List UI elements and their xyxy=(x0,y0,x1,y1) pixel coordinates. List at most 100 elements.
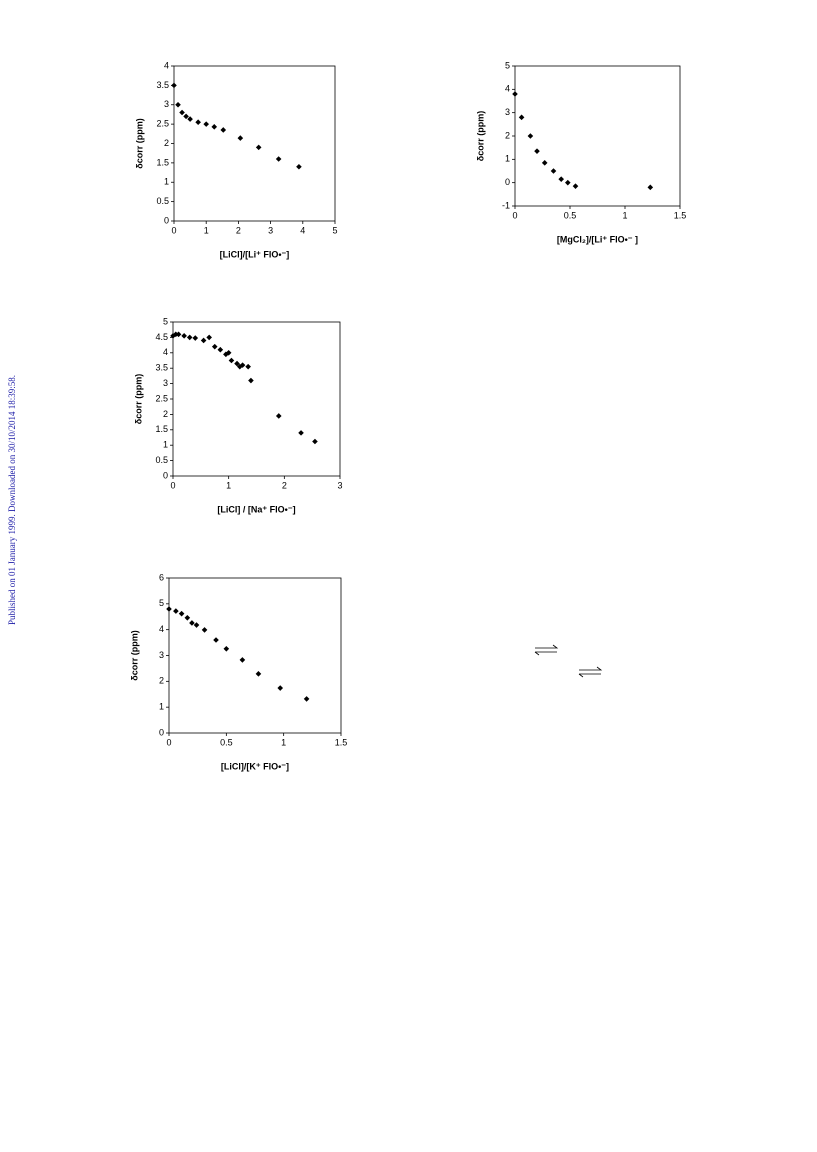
data-point xyxy=(195,119,201,125)
data-point xyxy=(184,614,191,621)
y-tick-label: 1.5 xyxy=(156,157,169,167)
y-tick-label: 4 xyxy=(159,624,164,634)
y-tick-label: 1 xyxy=(163,440,168,450)
x-tick-label: 1.5 xyxy=(674,210,687,220)
y-tick-label: 1.5 xyxy=(155,424,168,434)
x-tick-label: 3 xyxy=(268,225,273,235)
x-tick-label: 0 xyxy=(171,225,176,235)
y-axis-label: δcorr (ppm) xyxy=(129,630,139,680)
data-point xyxy=(179,109,185,116)
data-point xyxy=(239,362,246,368)
y-tick-label: 5 xyxy=(163,316,168,326)
data-point xyxy=(296,163,302,170)
y-axis-label: δcorr (ppm) xyxy=(133,374,143,424)
x-axis-label: [MgCl₂]/[Li⁺ FlO•⁻ ] xyxy=(557,234,638,244)
y-tick-label: 3 xyxy=(505,107,510,117)
y-tick-label: 4 xyxy=(164,60,169,70)
data-point xyxy=(248,377,254,384)
data-point xyxy=(647,184,654,191)
x-tick-label: 2 xyxy=(236,225,241,235)
y-tick-label: 5 xyxy=(159,598,164,608)
data-point xyxy=(245,363,251,370)
x-tick-label: 1 xyxy=(226,480,231,490)
y-tick-label: 3.5 xyxy=(155,363,168,373)
x-axis-label: [LiCl] / [Na⁺ FlO•⁻] xyxy=(217,504,295,514)
data-point xyxy=(512,91,518,97)
data-point xyxy=(277,685,284,691)
x-tick-label: 0 xyxy=(512,210,517,220)
data-point xyxy=(200,337,207,344)
x-tick-label: 0 xyxy=(170,480,175,490)
data-point xyxy=(518,114,525,121)
data-point xyxy=(217,346,224,353)
y-tick-label: 2.5 xyxy=(155,393,168,403)
y-tick-label: 3 xyxy=(159,650,164,660)
data-point xyxy=(234,360,240,367)
y-tick-label: 5 xyxy=(505,60,510,70)
data-point xyxy=(312,438,318,445)
y-tick-label: 2 xyxy=(163,409,168,419)
x-tick-label: 1 xyxy=(281,737,286,747)
data-point xyxy=(173,608,179,614)
data-point xyxy=(225,350,232,356)
data-point xyxy=(534,148,540,154)
y-tick-label: 0 xyxy=(505,177,510,187)
y-tick-label: 0.5 xyxy=(156,196,169,206)
data-point xyxy=(201,627,208,633)
data-point xyxy=(171,82,177,89)
data-point xyxy=(565,179,571,186)
x-tick-label: 1.5 xyxy=(335,737,348,747)
data-point xyxy=(239,657,246,663)
x-tick-label: 5 xyxy=(332,225,337,235)
data-point xyxy=(303,696,310,702)
y-tick-label: 2 xyxy=(164,138,169,148)
y-tick-label: 3 xyxy=(163,378,168,388)
x-tick-label: 0.5 xyxy=(564,210,577,220)
chart: 0 0.5 1 1.5 2 2.5 3 3.5 4 4.5 5 0 1 2 3 [LiCl] / [Na⁺ F… xyxy=(133,316,342,514)
x-axis-label: [LiCl]/[K⁺ FlO•⁻] xyxy=(221,761,289,771)
data-point xyxy=(187,116,193,122)
data-point xyxy=(186,334,193,341)
data-point xyxy=(203,121,209,127)
x-tick-label: 0.5 xyxy=(220,737,233,747)
y-tick-label: 0 xyxy=(159,727,164,737)
data-point xyxy=(541,160,548,166)
y-tick-label: 1 xyxy=(164,177,169,187)
y-tick-label: 4.5 xyxy=(155,332,168,342)
data-point xyxy=(237,363,243,370)
chart: 0 0.5 1 1.5 2 2.5 3 3.5 4 0 1 2 3 4 5 [LiCl]/[Li⁺ FlO•⁻… xyxy=(134,60,337,259)
data-point xyxy=(183,113,189,120)
x-tick-label: 3 xyxy=(337,480,342,490)
data-point xyxy=(211,124,218,130)
y-tick-label: 2 xyxy=(159,676,164,686)
data-point xyxy=(298,430,304,436)
equilibrium-arrow xyxy=(534,644,559,656)
side-note: Published on 01 January 1999. Downloaded… xyxy=(7,375,17,625)
y-tick-label: 0 xyxy=(164,215,169,225)
x-tick-label: 0 xyxy=(166,737,171,747)
data-point xyxy=(228,357,235,364)
y-tick-label: 3 xyxy=(164,99,169,109)
data-point xyxy=(255,671,262,677)
data-point xyxy=(175,101,181,108)
y-tick-label: 1 xyxy=(505,154,510,164)
y-axis-label: δcorr (ppm) xyxy=(475,111,485,161)
data-point xyxy=(166,606,172,612)
y-axis-label: δcorr (ppm) xyxy=(134,118,144,168)
data-point xyxy=(175,331,182,338)
data-point xyxy=(181,333,187,339)
data-point xyxy=(255,144,262,151)
data-point xyxy=(193,622,200,628)
y-tick-label: 1 xyxy=(159,702,164,712)
data-point xyxy=(211,343,218,350)
x-tick-label: 2 xyxy=(282,480,287,490)
x-tick-label: 4 xyxy=(300,225,305,235)
data-point xyxy=(220,127,227,133)
y-tick-label: 2.5 xyxy=(156,119,169,129)
data-point xyxy=(275,413,282,419)
data-point xyxy=(206,334,212,341)
data-point xyxy=(178,610,185,617)
